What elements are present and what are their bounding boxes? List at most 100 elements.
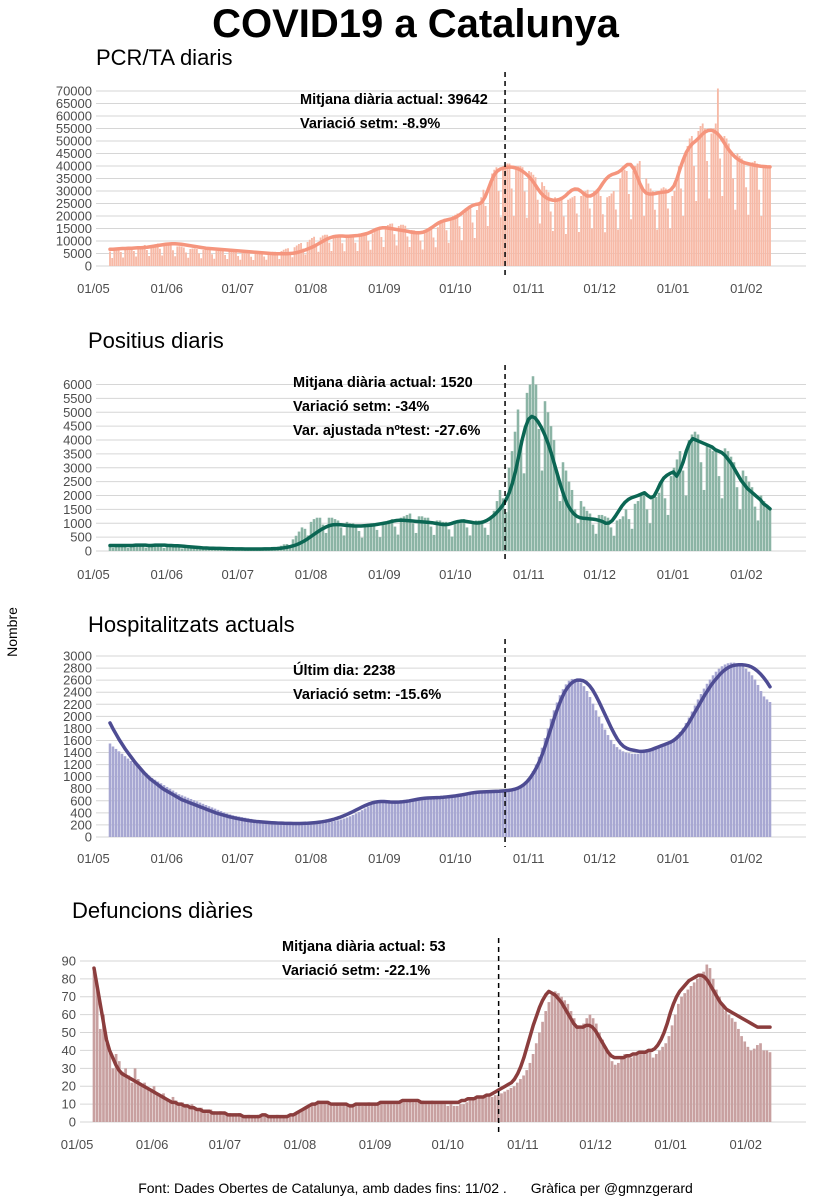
bar xyxy=(606,735,610,837)
bar xyxy=(594,1023,598,1122)
bar xyxy=(129,760,133,837)
bar xyxy=(224,255,226,266)
bar xyxy=(121,1071,124,1122)
panel-title: PCR/TA diaris xyxy=(96,45,233,70)
bar xyxy=(420,516,424,551)
x-tick-label: 01/10 xyxy=(431,1137,464,1152)
bar xyxy=(688,138,691,266)
bar xyxy=(444,797,448,837)
bar xyxy=(629,1057,633,1122)
bar xyxy=(507,790,511,837)
bar xyxy=(176,246,179,266)
bar xyxy=(575,1025,579,1122)
bar xyxy=(677,1003,680,1122)
bar xyxy=(624,752,628,837)
bar xyxy=(705,445,709,551)
y-tick-label: 200 xyxy=(70,817,92,832)
bar xyxy=(123,756,127,837)
y-tick-label: 5000 xyxy=(63,246,92,261)
y-tick-label: 80 xyxy=(62,971,76,986)
bar xyxy=(146,1089,150,1122)
y-tick-label: 40 xyxy=(62,1043,76,1058)
bar xyxy=(546,412,550,551)
bar xyxy=(152,245,155,266)
bar xyxy=(452,216,454,266)
bar xyxy=(120,753,124,837)
bar xyxy=(376,229,378,266)
bar xyxy=(435,520,439,551)
bar xyxy=(747,214,750,266)
y-tick-label: 0 xyxy=(85,544,92,559)
bar xyxy=(326,1104,330,1122)
bar xyxy=(600,514,604,551)
bar xyxy=(721,1003,724,1122)
bar xyxy=(147,544,151,551)
x-tick-label: 01/09 xyxy=(368,851,401,866)
annotation: Var. ajustada nºtest: -27.6% xyxy=(293,423,481,439)
bar xyxy=(636,501,640,551)
bar xyxy=(150,777,154,837)
bar xyxy=(345,817,349,837)
y-tick-label: 5000 xyxy=(63,405,92,420)
bar xyxy=(711,675,715,837)
bar xyxy=(330,517,334,551)
bar xyxy=(360,234,363,266)
bar xyxy=(612,191,615,266)
bar xyxy=(627,194,630,266)
annotation: Variació setm: -8.9% xyxy=(300,116,440,132)
bar xyxy=(660,745,664,837)
bar xyxy=(263,256,266,266)
bar xyxy=(660,188,663,266)
bar xyxy=(243,253,246,266)
bar xyxy=(378,537,382,551)
bar xyxy=(601,214,604,266)
bar xyxy=(633,753,637,837)
bar xyxy=(234,815,238,837)
bar xyxy=(165,243,168,266)
bar xyxy=(304,254,307,266)
y-tick-label: 60000 xyxy=(56,109,92,124)
bar xyxy=(172,250,174,266)
bar xyxy=(320,1102,323,1122)
bar xyxy=(426,231,428,266)
bar xyxy=(271,251,274,266)
bar xyxy=(636,163,639,266)
bar xyxy=(148,256,151,266)
y-tick-label: 3500 xyxy=(63,446,92,461)
bar xyxy=(326,234,329,266)
bar xyxy=(168,1102,172,1122)
bar xyxy=(128,247,131,266)
annotation: Variació setm: -34% xyxy=(293,399,429,415)
bar xyxy=(661,1046,664,1122)
x-tick-label: 01/11 xyxy=(513,567,545,582)
bar xyxy=(567,680,571,837)
bar xyxy=(717,476,721,551)
bar xyxy=(465,794,469,837)
bar xyxy=(144,547,148,551)
x-tick-label: 01/06 xyxy=(151,281,184,296)
bar xyxy=(444,521,448,551)
bar xyxy=(519,440,523,551)
bar xyxy=(321,524,325,551)
bar xyxy=(367,1102,371,1122)
bar xyxy=(441,797,445,837)
bar xyxy=(504,791,508,837)
bar xyxy=(139,246,142,266)
bar xyxy=(410,230,413,266)
bar xyxy=(222,812,226,837)
bar xyxy=(491,173,494,266)
y-tick-label: 50 xyxy=(62,1025,76,1040)
bar xyxy=(540,470,544,551)
bar xyxy=(741,470,745,551)
bar xyxy=(417,516,421,551)
bar xyxy=(510,790,514,837)
bar xyxy=(753,679,757,837)
y-tick-label: 2200 xyxy=(63,697,92,712)
bar xyxy=(423,798,427,837)
bar xyxy=(575,213,578,266)
bar xyxy=(735,663,739,837)
bar xyxy=(747,481,751,551)
bar xyxy=(234,1114,238,1122)
bar xyxy=(132,251,135,266)
bar xyxy=(588,697,592,837)
